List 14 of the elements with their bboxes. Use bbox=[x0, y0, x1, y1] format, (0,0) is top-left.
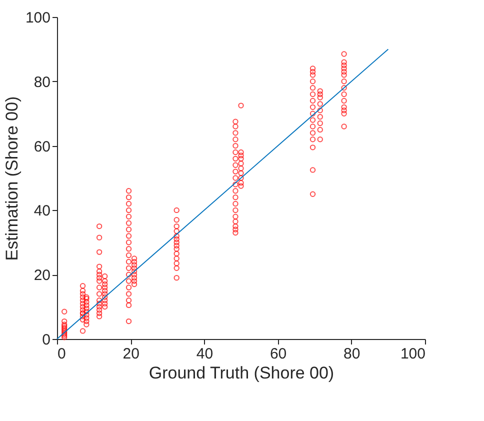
x-tick-label: 40 bbox=[196, 346, 214, 362]
y-tick-label: 0 bbox=[42, 332, 50, 348]
x-tick-label: 80 bbox=[344, 346, 360, 362]
x-tick-label: 100 bbox=[400, 346, 426, 362]
x-tick-label: 20 bbox=[122, 346, 140, 362]
y-axis-title: Estimation (Shore 00) bbox=[2, 96, 22, 261]
y-tick-label: 40 bbox=[34, 202, 50, 220]
x-tick-label: 60 bbox=[270, 346, 287, 362]
y-tick-label: 100 bbox=[25, 10, 50, 26]
x-axis-title: Ground Truth (Shore 00) bbox=[148, 364, 334, 382]
y-tick-label: 80 bbox=[34, 74, 50, 91]
y-tick-label: 60 bbox=[34, 138, 50, 156]
y-tick-label: 20 bbox=[34, 267, 50, 284]
x-tick-label: 0 bbox=[58, 346, 66, 362]
